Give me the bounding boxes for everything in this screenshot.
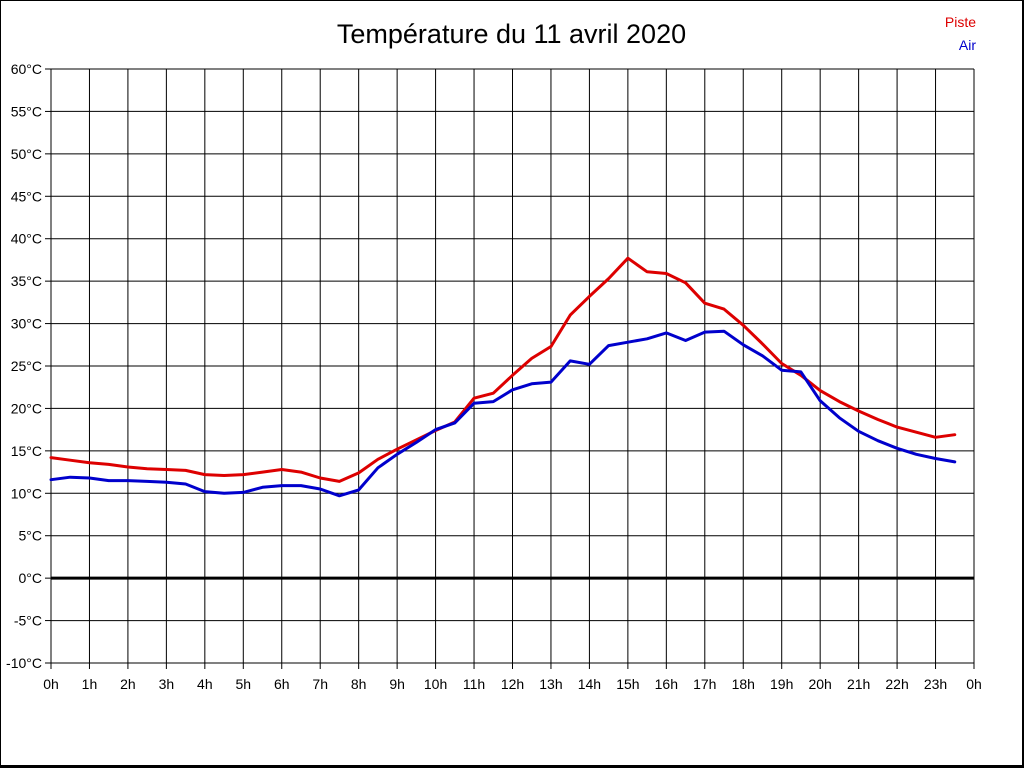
svg-text:2h: 2h [120, 676, 136, 692]
svg-text:4h: 4h [197, 676, 213, 692]
svg-text:-10°C: -10°C [6, 655, 42, 671]
svg-text:45°C: 45°C [11, 188, 42, 204]
svg-text:22h: 22h [885, 676, 908, 692]
svg-text:20°C: 20°C [11, 400, 42, 416]
svg-text:60°C: 60°C [11, 61, 42, 77]
chart-legend: Piste Air [945, 11, 976, 57]
svg-text:23h: 23h [924, 676, 947, 692]
svg-text:17h: 17h [693, 676, 716, 692]
svg-text:0h: 0h [43, 676, 59, 692]
svg-text:30°C: 30°C [11, 316, 42, 332]
svg-text:15°C: 15°C [11, 443, 42, 459]
svg-text:55°C: 55°C [11, 103, 42, 119]
svg-text:19h: 19h [770, 676, 793, 692]
svg-text:9h: 9h [389, 676, 405, 692]
legend-label-piste: Piste [944, 14, 976, 30]
svg-text:7h: 7h [312, 676, 328, 692]
svg-text:12h: 12h [501, 676, 524, 692]
svg-text:5°C: 5°C [19, 528, 43, 544]
svg-text:3h: 3h [159, 676, 175, 692]
svg-text:18h: 18h [732, 676, 755, 692]
svg-text:10°C: 10°C [11, 485, 42, 501]
svg-text:0°C: 0°C [19, 570, 43, 586]
svg-text:11h: 11h [463, 676, 485, 692]
svg-text:5h: 5h [236, 676, 252, 692]
svg-text:40°C: 40°C [11, 231, 42, 247]
legend-item-piste: Piste [945, 11, 976, 34]
svg-text:10h: 10h [424, 676, 447, 692]
svg-text:16h: 16h [655, 676, 678, 692]
svg-text:14h: 14h [578, 676, 601, 692]
svg-text:1h: 1h [82, 676, 98, 692]
svg-text:50°C: 50°C [11, 146, 42, 162]
svg-text:35°C: 35°C [11, 273, 42, 289]
legend-label-air: Air [958, 37, 976, 53]
svg-text:0h: 0h [966, 676, 982, 692]
svg-text:20h: 20h [808, 676, 831, 692]
svg-text:13h: 13h [539, 676, 562, 692]
svg-text:25°C: 25°C [11, 358, 42, 374]
svg-text:15h: 15h [616, 676, 639, 692]
legend-item-air: Air [945, 34, 976, 57]
svg-text:21h: 21h [847, 676, 870, 692]
svg-text:-5°C: -5°C [14, 613, 42, 629]
svg-text:8h: 8h [351, 676, 367, 692]
svg-text:6h: 6h [274, 676, 290, 692]
chart-title: Température du 11 avril 2020 [336, 19, 687, 49]
